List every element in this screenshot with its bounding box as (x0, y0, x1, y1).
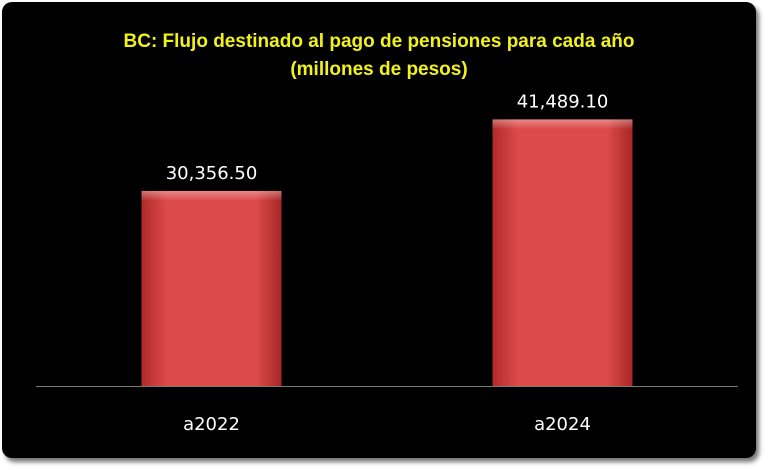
chart-frame: BC: Flujo destinado al pago de pensiones… (2, 2, 756, 458)
bar-highlight-a2022 (141, 190, 282, 201)
data-label-a2024: 41,489.10 (517, 91, 609, 112)
bar-highlight-a2024 (492, 119, 633, 130)
bar-a2022 (141, 190, 282, 386)
x-tick-label-a2024: a2024 (534, 414, 591, 435)
chart-title-line2: (millones de pesos) (290, 59, 468, 80)
bar-a2024 (492, 119, 633, 386)
data-label-a2022: 30,356.50 (166, 163, 258, 184)
chart-title-line1: BC: Flujo destinado al pago de pensiones… (123, 31, 635, 52)
bar-chart-plot: 30,356.50 a2022 41,489.10 a2024 (36, 91, 738, 435)
chart-title: BC: Flujo destinado al pago de pensiones… (2, 28, 756, 84)
x-tick-label-a2022: a2022 (183, 414, 240, 435)
